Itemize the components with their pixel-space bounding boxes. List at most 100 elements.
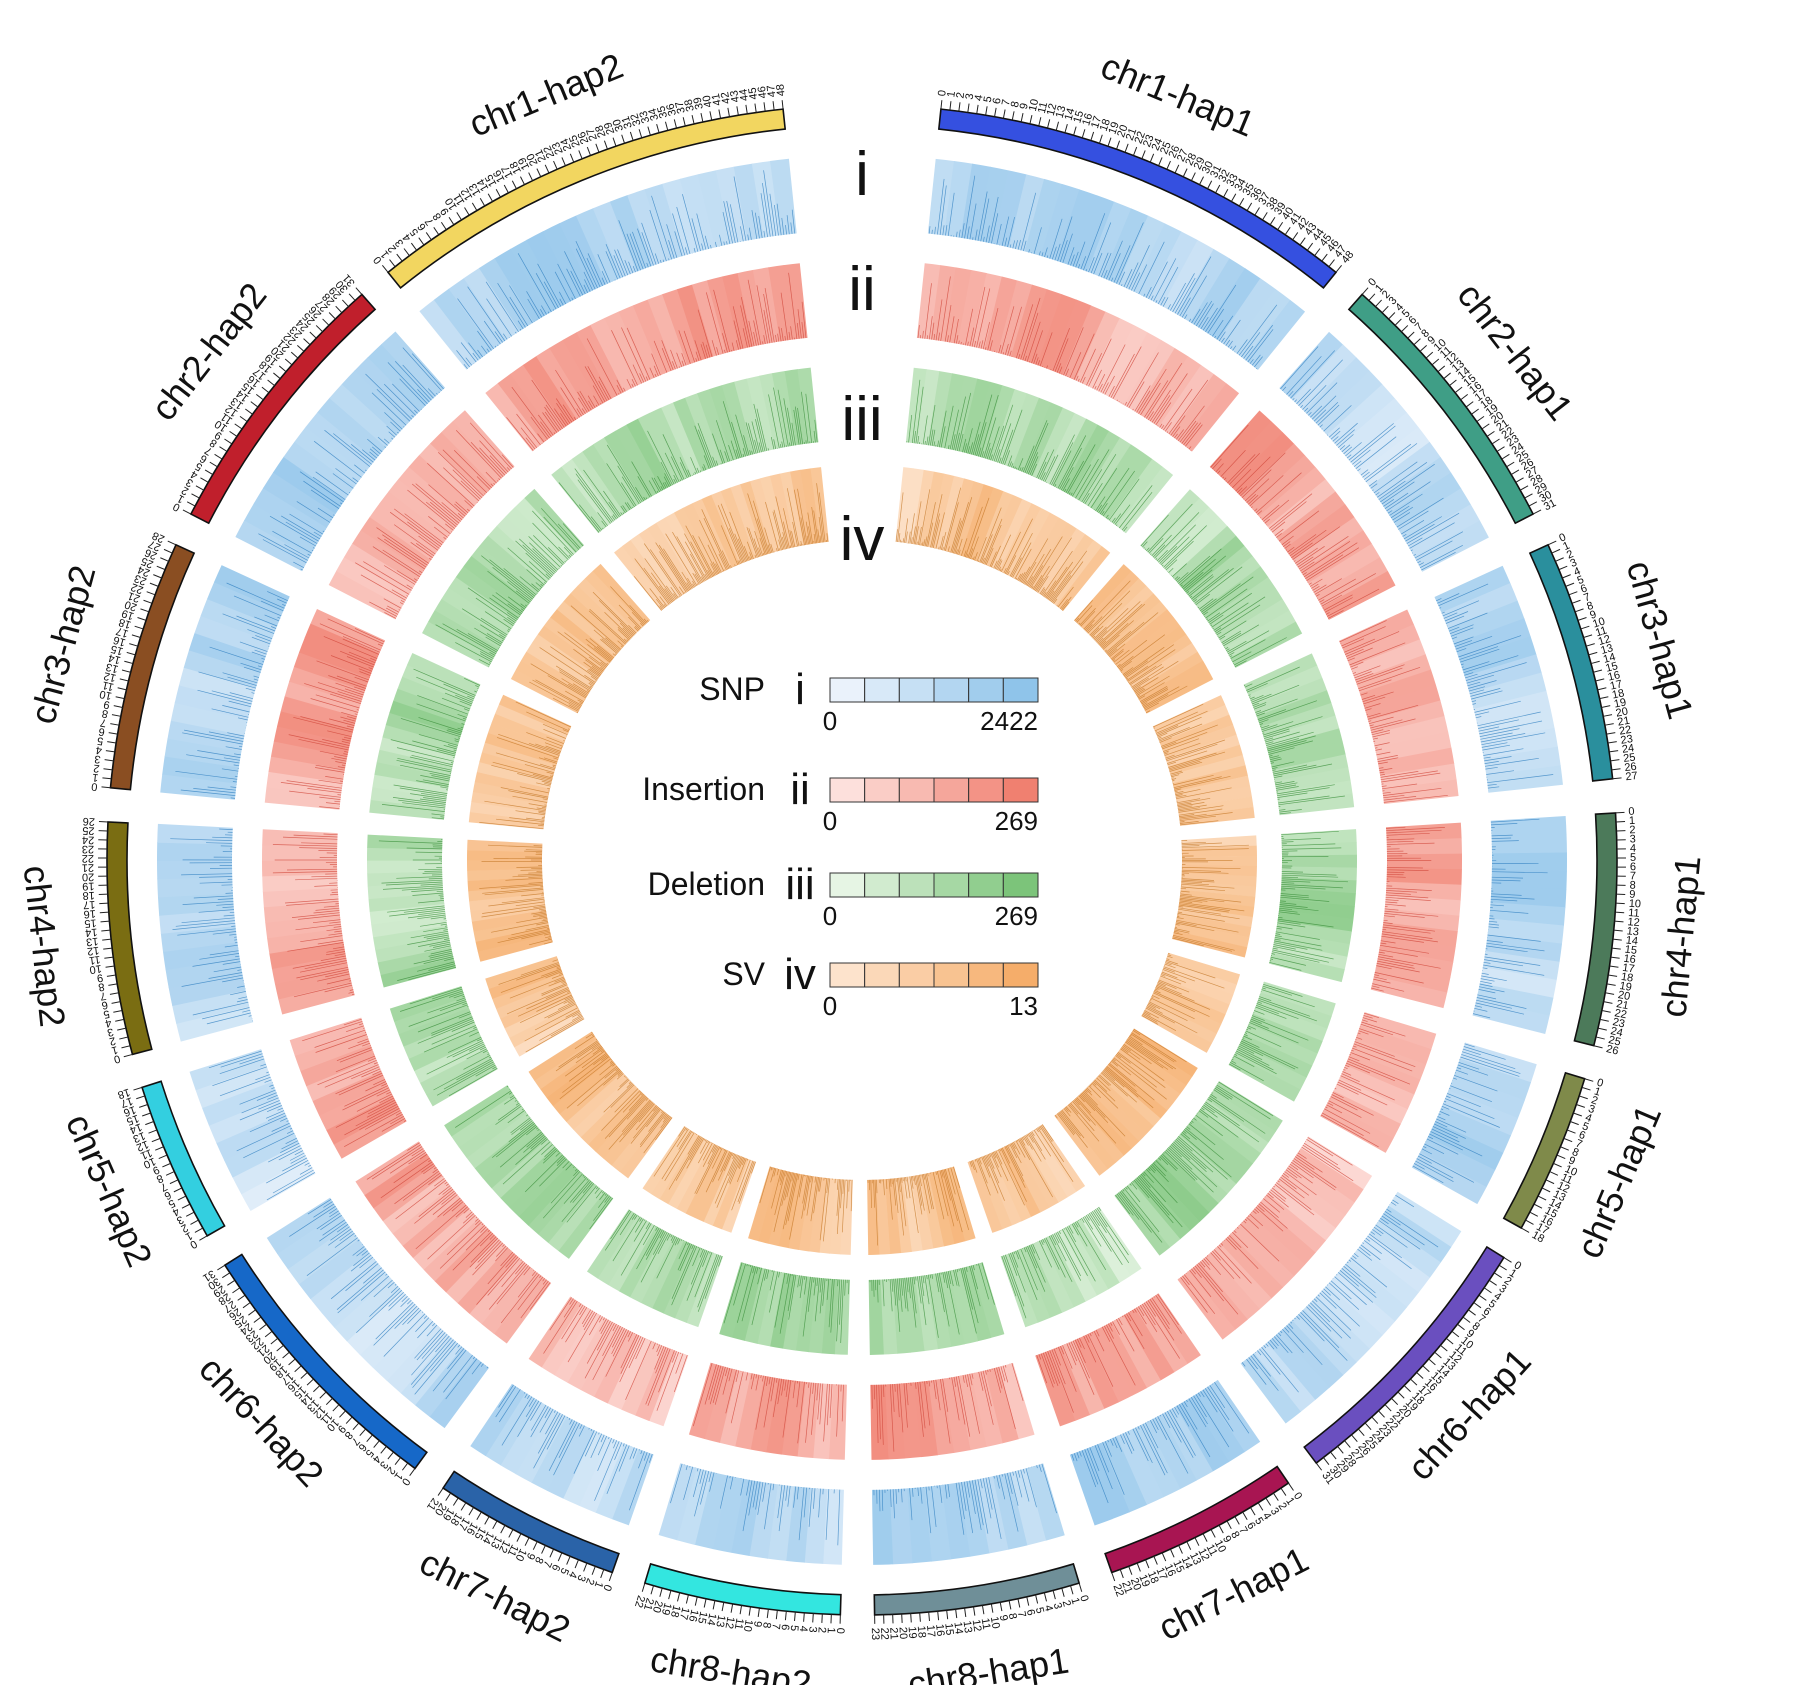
tick-mark bbox=[99, 902, 109, 905]
heat-bin bbox=[971, 1262, 1005, 1338]
tick-label: 22 bbox=[82, 852, 94, 864]
tick-label: 17 bbox=[115, 624, 130, 639]
heat-bin bbox=[515, 1408, 567, 1483]
tick-mark bbox=[736, 106, 739, 116]
tick-label: 28 bbox=[1183, 151, 1199, 167]
tick-mark bbox=[242, 1302, 251, 1309]
heat-bin bbox=[577, 578, 638, 638]
heat-bin bbox=[1228, 1054, 1301, 1102]
tick-mark bbox=[541, 1545, 546, 1554]
heat-bin bbox=[1117, 215, 1166, 292]
track-snp bbox=[157, 158, 1567, 1565]
heat-bin bbox=[1373, 962, 1451, 993]
heat-bin bbox=[1040, 183, 1080, 261]
heat-bin bbox=[262, 829, 338, 848]
tick-mark bbox=[1269, 216, 1276, 226]
tick-mark bbox=[511, 180, 517, 189]
heat-bin bbox=[382, 1175, 452, 1234]
heat-bin bbox=[1080, 571, 1140, 633]
tick-label: 2 bbox=[1276, 1501, 1289, 1513]
tick-mark bbox=[1174, 164, 1180, 174]
tick-mark bbox=[306, 1378, 314, 1386]
heat-bin bbox=[916, 369, 940, 446]
tick-mark bbox=[647, 126, 651, 136]
tick-label: 9 bbox=[438, 206, 451, 218]
tick-label: 34 bbox=[1232, 177, 1248, 194]
tick-mark bbox=[784, 1611, 787, 1621]
tick-mark bbox=[1384, 1404, 1392, 1412]
tick-mark bbox=[677, 1592, 681, 1602]
heat-bin bbox=[189, 1049, 267, 1091]
heat-bin bbox=[1024, 178, 1063, 256]
tick-label: 8 bbox=[1570, 1146, 1580, 1159]
heat-bin bbox=[466, 849, 543, 861]
heat-bin bbox=[1080, 1212, 1131, 1283]
tick-mark bbox=[763, 102, 766, 112]
tick-mark bbox=[578, 150, 583, 159]
tick-label: 10 bbox=[1027, 98, 1041, 113]
legend-swatch bbox=[864, 677, 900, 703]
tick-mark bbox=[1381, 305, 1389, 314]
heat-bin bbox=[554, 1310, 605, 1383]
tick-mark bbox=[1609, 750, 1619, 753]
heat-bin bbox=[927, 371, 953, 448]
tick-mark bbox=[237, 1294, 246, 1301]
tick-mark bbox=[1257, 1502, 1264, 1511]
heat-bin bbox=[1165, 952, 1241, 985]
heat-bin bbox=[1181, 873, 1257, 887]
tick-label: 0 bbox=[188, 1237, 199, 1250]
tick-label: 2 bbox=[1590, 1094, 1600, 1107]
tick-mark bbox=[1568, 591, 1578, 596]
heat-bin bbox=[676, 284, 714, 361]
tick-label: 5 bbox=[1033, 1606, 1046, 1615]
tick-label: 26 bbox=[82, 815, 95, 828]
heat-bin bbox=[514, 497, 576, 561]
heat-bin bbox=[429, 1357, 489, 1429]
heat-bin bbox=[1142, 669, 1214, 714]
heat-bin bbox=[780, 471, 805, 547]
tick-mark bbox=[1262, 212, 1268, 221]
heat-bin bbox=[704, 1366, 738, 1443]
tick-mark bbox=[1401, 325, 1409, 333]
tick-mark bbox=[169, 1179, 179, 1185]
heat-bin bbox=[644, 183, 684, 261]
tick-label: 36 bbox=[664, 102, 679, 117]
tick-label: 31 bbox=[620, 115, 635, 130]
tick-mark bbox=[1111, 1572, 1116, 1582]
legend-swatch bbox=[864, 777, 900, 803]
chromosome-chr4-hap2: 0123456789101112131415161718192021222324… bbox=[16, 815, 153, 1065]
tick-mark bbox=[638, 129, 643, 138]
tick-mark bbox=[1520, 1227, 1530, 1233]
heat-bin bbox=[1073, 1093, 1132, 1156]
heat-bin bbox=[1021, 1244, 1063, 1319]
tick-mark bbox=[1218, 1525, 1224, 1534]
ideogram-band bbox=[141, 1080, 226, 1237]
tick-label: 26 bbox=[143, 546, 159, 562]
tick-mark bbox=[1515, 477, 1524, 483]
legend-row-snp: SNP i0 2422 bbox=[699, 665, 1039, 736]
legend-swatch bbox=[829, 872, 866, 898]
heat-bin bbox=[1175, 1397, 1230, 1472]
tick-mark bbox=[492, 1520, 498, 1530]
heat-bin bbox=[1119, 625, 1187, 678]
tick-label: 18 bbox=[1478, 394, 1495, 411]
tick-mark bbox=[946, 1610, 949, 1620]
legend-swatch bbox=[933, 677, 970, 703]
tick-mark bbox=[1606, 983, 1616, 986]
heat-bin bbox=[1490, 885, 1567, 908]
tick-mark bbox=[1046, 119, 1051, 129]
tick-mark bbox=[985, 106, 988, 116]
tick-label: 39 bbox=[1272, 200, 1289, 217]
tick-label: 2 bbox=[180, 484, 191, 497]
tick-label: 29 bbox=[602, 120, 617, 135]
tick-mark bbox=[1533, 1203, 1543, 1209]
tick-mark bbox=[1519, 485, 1529, 491]
histogram-lines bbox=[455, 1085, 613, 1230]
tick-mark bbox=[111, 1001, 121, 1004]
heat-bin bbox=[1350, 1038, 1427, 1081]
tick-label: 14 bbox=[1179, 1555, 1195, 1571]
heat-bin bbox=[1049, 299, 1092, 375]
heat-bin bbox=[968, 487, 1004, 562]
heat-bin bbox=[482, 1129, 548, 1189]
